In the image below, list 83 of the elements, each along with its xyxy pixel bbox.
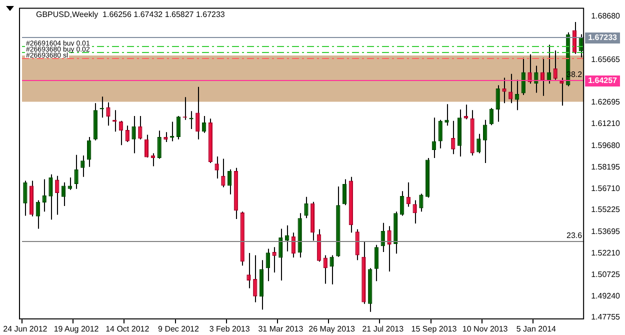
x-tick-label: 5 Jan 2014 [516, 324, 557, 334]
candlestick [374, 244, 379, 282]
candlestick [284, 224, 290, 252]
ref-line-label: 1.64257 [588, 76, 618, 86]
candlestick [438, 119, 442, 149]
x-tick-label: 3 Feb 2013 [209, 324, 250, 334]
y-tick-label: 1.58195 [591, 162, 621, 172]
candlestick [48, 174, 53, 220]
candlestick [483, 119, 488, 164]
candlestick [36, 200, 40, 230]
candlestick [55, 175, 60, 216]
candlestick [202, 116, 206, 134]
candlestick [118, 120, 124, 146]
candlestick [23, 180, 28, 216]
x-tick-label: 14 Oct 2012 [106, 324, 150, 334]
candlestick [278, 228, 283, 282]
ref-line-label: 1.67233 [588, 33, 618, 42]
candlestick [400, 190, 404, 216]
candlestick [387, 226, 392, 272]
y-tick-label: 1.52210 [591, 248, 621, 258]
x-tick-label: 19 Aug 2012 [54, 324, 100, 334]
candlestick [228, 168, 232, 195]
candlestick [476, 133, 481, 154]
candlestick [304, 196, 308, 219]
y-tick-label: 1.59680 [591, 141, 621, 150]
candlestick [86, 136, 92, 168]
x-tick-label: 15 Sep 2013 [411, 324, 458, 334]
candlestick [221, 158, 226, 188]
y-tick-label: 1.62695 [591, 98, 621, 107]
candlestick [534, 65, 538, 94]
candlestick [451, 120, 456, 155]
candlestick [164, 132, 168, 142]
candlestick [157, 130, 162, 160]
candlestick [132, 116, 136, 154]
y-tick-label: 1.61210 [591, 119, 621, 128]
candlestick [432, 117, 436, 159]
x-tick-label: 10 Nov 2013 [462, 324, 508, 334]
candlestick [80, 154, 85, 178]
candlestick [176, 116, 181, 140]
y-tick-label: 1.47755 [591, 312, 621, 322]
x-tick-label: 21 Jul 2013 [362, 324, 404, 334]
candlestick [553, 50, 558, 80]
candlestick [412, 200, 417, 224]
x-tick-label: 26 May 2013 [308, 324, 356, 334]
y-tick-label: 1.65665 [591, 54, 621, 64]
candlestick [214, 156, 219, 179]
candlestick [342, 178, 347, 206]
y-tick-label: 1.50725 [591, 270, 621, 279]
candlestick [528, 54, 532, 84]
candlestick [489, 107, 494, 126]
candlestick [266, 248, 270, 282]
candlestick [61, 182, 66, 206]
y-tick-label: 1.53695 [591, 227, 621, 236]
candlestick [444, 104, 449, 126]
y-tick-label: 1.68680 [591, 11, 621, 20]
candlestick [272, 246, 276, 273]
annotation: 23.6 [566, 230, 583, 240]
candlestick [144, 134, 149, 158]
candlestick [138, 116, 142, 140]
candlestick [330, 254, 334, 285]
candlestick [125, 125, 130, 142]
candlestick [560, 77, 564, 106]
candlestick [419, 193, 424, 212]
y-tick-label: 1.55225 [591, 205, 621, 214]
candlestick [502, 77, 506, 104]
candlestick [464, 104, 468, 120]
candlestick [246, 252, 251, 289]
y-tick-label: 1.49240 [591, 291, 621, 300]
candlestick [196, 86, 200, 140]
x-tick-label: 9 Dec 2012 [158, 324, 200, 334]
candlestick [496, 84, 500, 122]
candlestick [546, 44, 552, 84]
candlestick [106, 102, 110, 126]
candlestick [514, 79, 520, 111]
candlestick [74, 154, 78, 190]
y-tick-label: 1.56710 [591, 184, 621, 193]
candlestick [508, 73, 513, 104]
candlestick [253, 254, 258, 303]
chart-title: GBPUSD,Weekly 1.66256 1.67432 1.65827 1.67233 [36, 10, 226, 20]
x-tick-label: 31 Mar 2013 [258, 324, 304, 334]
x-tick-label: 24 Jun 2012 [3, 324, 48, 334]
candlestick [540, 57, 545, 96]
candlestick [68, 176, 72, 190]
